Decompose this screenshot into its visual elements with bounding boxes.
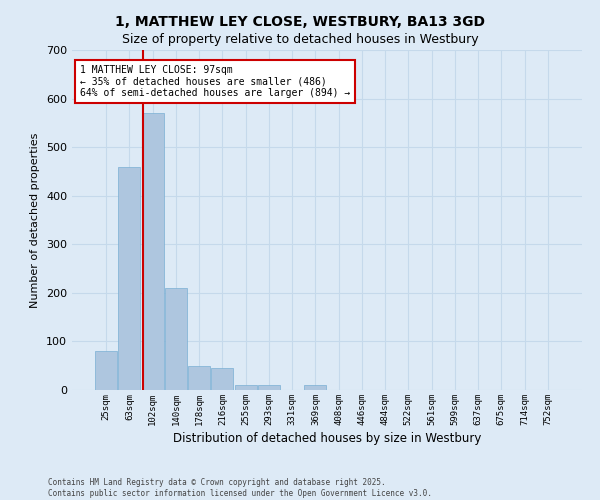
Bar [188, 366, 210, 390]
Text: 1, MATTHEW LEY CLOSE, WESTBURY, BA13 3GD: 1, MATTHEW LEY CLOSE, WESTBURY, BA13 3GD [115, 15, 485, 29]
Text: 1 MATTHEW LEY CLOSE: 97sqm
← 35% of detached houses are smaller (486)
64% of sem: 1 MATTHEW LEY CLOSE: 97sqm ← 35% of deta… [80, 66, 350, 98]
Bar [211, 368, 233, 390]
Bar [258, 385, 280, 390]
Bar [235, 385, 257, 390]
Text: Contains HM Land Registry data © Crown copyright and database right 2025.
Contai: Contains HM Land Registry data © Crown c… [48, 478, 432, 498]
Bar [165, 288, 187, 390]
Bar [95, 351, 117, 390]
Text: Size of property relative to detached houses in Westbury: Size of property relative to detached ho… [122, 32, 478, 46]
Bar [142, 113, 164, 390]
Y-axis label: Number of detached properties: Number of detached properties [31, 132, 40, 308]
Bar [118, 166, 140, 390]
X-axis label: Distribution of detached houses by size in Westbury: Distribution of detached houses by size … [173, 432, 481, 445]
Bar [304, 385, 326, 390]
